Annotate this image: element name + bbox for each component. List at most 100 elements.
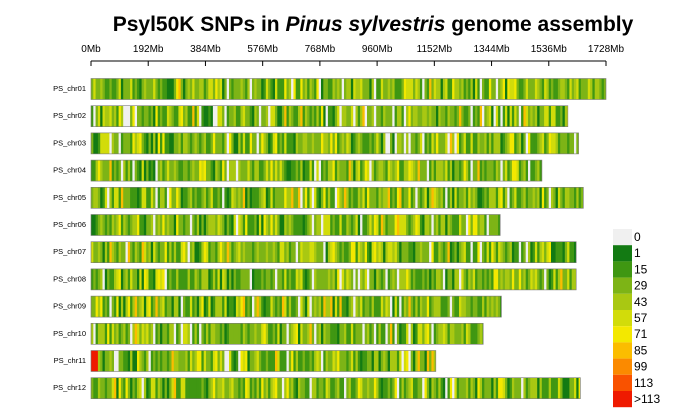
- density-bin: [548, 187, 552, 209]
- density-bin: [183, 268, 186, 290]
- density-bin: [567, 105, 568, 127]
- density-bin: [272, 187, 276, 209]
- legend-label: 29: [634, 279, 648, 293]
- density-bin: [332, 187, 336, 209]
- density-bin: [240, 268, 244, 290]
- chromosome-row: PS_chr04: [53, 159, 543, 182]
- density-bin: [433, 105, 437, 127]
- density-bin: [367, 350, 370, 372]
- density-bin: [403, 187, 407, 209]
- density-bin: [369, 377, 372, 399]
- density-bin: [173, 132, 177, 154]
- density-bin: [419, 296, 423, 318]
- density-bin: [215, 268, 218, 290]
- density-bin: [364, 350, 368, 372]
- density-bin: [178, 78, 181, 100]
- density-bin: [155, 350, 158, 372]
- density-bin: [332, 132, 336, 154]
- density-bin: [302, 132, 306, 154]
- density-bin: [482, 78, 485, 100]
- density-bin: [201, 214, 204, 236]
- density-bin: [516, 132, 520, 154]
- density-bin: [307, 132, 310, 154]
- density-bin: [316, 241, 319, 263]
- density-bin: [210, 187, 214, 209]
- density-bin: [203, 296, 207, 318]
- density-bin: [254, 214, 257, 236]
- density-bin: [399, 132, 402, 154]
- density-bin: [270, 323, 273, 345]
- density-bin: [268, 350, 271, 372]
- density-bin: [164, 187, 168, 209]
- density-bin: [132, 323, 135, 345]
- density-bin: [569, 187, 572, 209]
- density-bin: [295, 296, 299, 318]
- density-bin: [452, 105, 455, 127]
- density-bin: [275, 132, 278, 154]
- density-bin: [166, 296, 170, 318]
- density-bin: [245, 377, 248, 399]
- density-bin: [189, 160, 193, 182]
- density-bin: [277, 187, 280, 209]
- density-bin: [217, 187, 221, 209]
- density-bin: [321, 241, 324, 263]
- density-bin: [97, 350, 101, 372]
- density-bin: [107, 105, 110, 127]
- density-bin: [304, 105, 308, 127]
- density-bin: [148, 160, 152, 182]
- density-bin: [314, 268, 317, 290]
- density-bin: [472, 377, 476, 399]
- density-bin: [316, 296, 319, 318]
- density-bin: [288, 350, 292, 372]
- density-bin: [449, 214, 453, 236]
- density-bin: [350, 268, 354, 290]
- density-bin: [426, 268, 430, 290]
- density-bin: [178, 377, 181, 399]
- density-bin: [217, 132, 221, 154]
- density-bin: [472, 268, 476, 290]
- density-bin: [334, 214, 338, 236]
- legend-swatch: [613, 342, 632, 359]
- density-bin: [362, 241, 365, 263]
- density-bin: [203, 323, 207, 345]
- density-bin: [511, 268, 515, 290]
- density-bin: [387, 350, 391, 372]
- density-bin: [201, 323, 204, 345]
- density-bin: [396, 78, 400, 100]
- density-bin: [408, 241, 411, 263]
- density-bin: [380, 268, 384, 290]
- density-bin: [118, 214, 122, 236]
- density-bin: [327, 132, 331, 154]
- density-bin: [314, 241, 317, 263]
- density-bin: [212, 296, 216, 318]
- density-bin: [199, 377, 202, 399]
- density-bin: [477, 187, 480, 209]
- density-bin: [137, 160, 140, 182]
- density-bin: [461, 377, 464, 399]
- density-bin: [376, 350, 379, 372]
- density-bin: [511, 241, 515, 263]
- density-bin: [530, 105, 533, 127]
- density-bin: [150, 350, 154, 372]
- density-bin: [252, 78, 255, 100]
- density-bin: [468, 105, 471, 127]
- density-bin: [456, 214, 460, 236]
- density-bin: [279, 187, 283, 209]
- density-bin: [252, 132, 255, 154]
- density-bin: [210, 350, 214, 372]
- density-bin: [118, 350, 122, 372]
- density-bin: [367, 132, 370, 154]
- density-bin: [339, 78, 342, 100]
- legend-swatch: [613, 245, 632, 262]
- density-bin: [323, 377, 326, 399]
- density-bin: [551, 105, 554, 127]
- density-bin: [291, 268, 294, 290]
- density-bin: [447, 160, 451, 182]
- density-bin: [553, 132, 556, 154]
- density-bin: [367, 241, 370, 263]
- density-bin: [263, 377, 267, 399]
- density-bin: [502, 160, 506, 182]
- density-bin: [143, 160, 147, 182]
- density-bin: [300, 377, 303, 399]
- density-bin: [238, 78, 241, 100]
